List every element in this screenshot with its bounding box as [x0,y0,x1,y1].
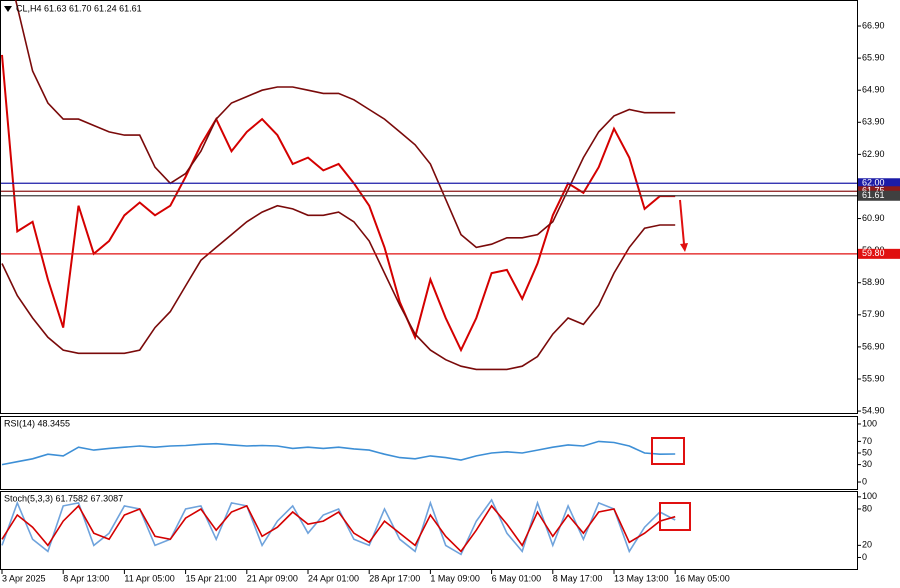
series-line [1,504,676,553]
x-tick-label: 8 Apr 13:00 [63,573,109,583]
price-level-tag [858,178,900,189]
x-tick-label: 1 May 09:00 [430,573,480,583]
stoch-panel [0,491,858,570]
marks [1,0,857,556]
y-tick-label: 54.90 [862,405,885,415]
price-panel [0,0,858,414]
highlight-box [651,437,685,465]
x-tick-label: 21 Apr 09:00 [247,573,298,583]
y-tick-label: 80 [862,503,872,513]
highlight-box [659,502,691,531]
y-tick-label: 20 [862,540,872,550]
x-tick-label: 8 May 17:00 [553,573,603,583]
series-line [1,498,676,556]
x-tick-label: 6 May 01:00 [492,573,542,583]
x-tick-label: 28 Apr 17:00 [369,573,420,583]
price-level-label: 59.80 [862,248,885,258]
y-tick-label: 55.90 [862,373,885,383]
series-line [1,54,676,353]
series-line [1,440,676,466]
y-tick-label: 56.90 [862,341,885,351]
price-level-label: 61.75 [862,186,885,196]
rsi-label: RSI(14) 48.3455 [4,418,70,428]
series-line [1,204,676,371]
y-tick-label: 100 [862,491,877,501]
y-tick-label: 60.90 [862,213,885,223]
series-line [14,0,676,249]
stoch-label: Stoch(5,3,3) 61.7582 67.3087 [4,493,123,503]
y-tick-label: 63.90 [862,117,885,127]
y-tick-label: 66.90 [862,20,885,30]
dropdown-icon [4,6,12,12]
y-tick-label: 62.90 [862,149,885,159]
x-tick-label: 24 Apr 01:00 [308,573,359,583]
price-level-tag [858,190,900,201]
y-tick-label: 50 [862,447,872,457]
forecast-arrow [679,199,685,245]
y-tick-label: 64.90 [862,85,885,95]
x-tick-label: 16 May 05:00 [675,573,730,583]
price-level-tag [858,248,900,259]
symbol-header: CL,H4 61.63 61.70 61.24 61.61 [16,3,142,13]
y-tick-label: 58.90 [862,277,885,287]
y-tick-label: 30 [862,459,872,469]
y-tick-label: 65.90 [862,52,885,62]
y-tick-label: 70 [862,436,872,446]
y-tick-label: 0 [862,552,867,562]
x-tick-label: 13 May 13:00 [614,573,669,583]
x-tick-label: 15 Apr 21:00 [186,573,237,583]
price-level-label: 62.00 [862,178,885,188]
y-tick-label: 0 [862,476,867,486]
y-tick-label: 57.90 [862,309,885,319]
price-level-label: 61.61 [862,190,885,200]
x-tick-label: 11 Apr 05:00 [124,573,174,583]
y-tick-label: 100 [862,418,877,428]
forecast-arrowhead [680,243,688,252]
x-tick-label: 3 Apr 2025 [2,573,46,583]
